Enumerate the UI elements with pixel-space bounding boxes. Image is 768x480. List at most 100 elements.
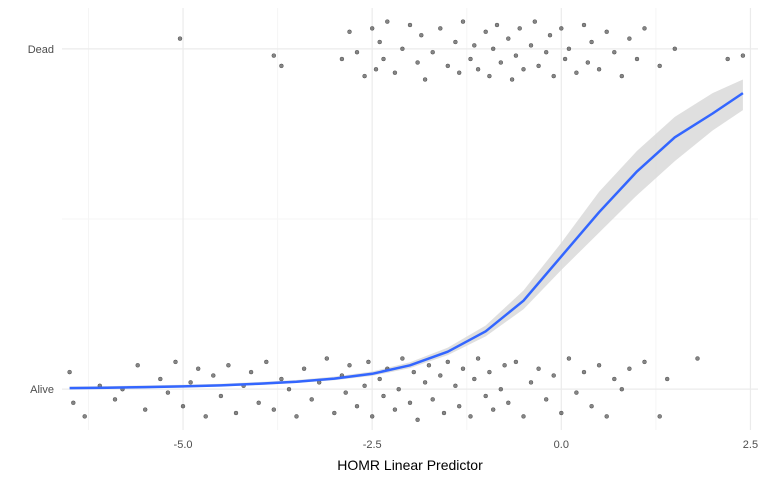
data-point-dead xyxy=(604,29,609,35)
data-point-dead xyxy=(740,53,746,58)
data-point-alive xyxy=(309,397,314,402)
data-point-alive xyxy=(574,390,579,395)
data-point-alive xyxy=(664,376,670,382)
data-point-alive xyxy=(195,366,201,371)
data-point-alive xyxy=(135,363,140,368)
data-point-alive xyxy=(642,359,647,365)
data-point-dead xyxy=(373,67,379,72)
data-point-dead xyxy=(585,60,591,65)
data-point-alive xyxy=(619,386,625,392)
x-tick-label: 0.0 xyxy=(554,439,569,451)
grid xyxy=(62,8,758,430)
data-point-alive xyxy=(362,383,367,389)
data-point-dead xyxy=(566,46,572,52)
data-point-dead xyxy=(619,73,625,79)
data-point-alive xyxy=(453,383,458,389)
y-axis-labels: Alive Dead xyxy=(28,44,54,396)
data-point-alive xyxy=(559,410,564,416)
data-point-dead xyxy=(385,19,390,24)
data-point-dead xyxy=(475,67,481,72)
data-point-dead xyxy=(377,39,382,45)
x-axis-labels: -5.0 -2.5 0.0 2.5 xyxy=(174,439,759,451)
data-point-alive xyxy=(203,414,208,419)
data-point-alive xyxy=(528,380,534,385)
data-point-dead xyxy=(271,53,277,58)
data-point-dead xyxy=(400,46,405,52)
data-point-dead xyxy=(487,73,492,79)
data-point-alive xyxy=(211,373,216,378)
x-tick-label: -5.0 xyxy=(174,439,193,451)
data-point-alive xyxy=(112,397,118,402)
data-point-alive xyxy=(294,414,299,419)
data-point-dead xyxy=(725,56,730,62)
data-point-alive xyxy=(158,376,163,382)
data-point-alive xyxy=(612,376,617,382)
data-point-alive xyxy=(513,359,519,365)
data-point-alive xyxy=(369,414,375,419)
data-point-dead xyxy=(517,26,522,31)
data-point-dead xyxy=(369,26,375,31)
data-point-dead xyxy=(521,67,526,72)
data-point-alive xyxy=(324,356,330,361)
data-point-dead xyxy=(506,36,511,41)
x-axis-title: HOMR Linear Predictor xyxy=(337,457,483,473)
data-point-dead xyxy=(574,70,579,75)
y-tick-label-alive: Alive xyxy=(30,384,54,396)
data-point-alive xyxy=(264,359,269,365)
fitted-curve-line xyxy=(69,92,744,390)
data-point-alive xyxy=(396,386,401,392)
data-point-dead xyxy=(438,26,443,31)
data-point-alive xyxy=(188,380,193,385)
data-point-alive xyxy=(536,366,541,371)
data-point-dead xyxy=(422,77,428,82)
data-point-alive xyxy=(506,400,511,406)
data-point-alive xyxy=(498,386,504,392)
data-point-dead xyxy=(490,46,496,52)
data-point-dead xyxy=(551,73,556,79)
data-point-alive xyxy=(441,410,447,416)
data-point-alive xyxy=(381,393,386,399)
data-point-dead xyxy=(430,49,435,55)
data-point-dead xyxy=(381,56,386,62)
data-point-alive xyxy=(82,414,87,419)
data-point-alive xyxy=(256,400,261,406)
data-point-alive xyxy=(438,373,443,378)
data-point-alive xyxy=(468,414,473,419)
data-point-alive xyxy=(218,393,224,399)
data-point-alive xyxy=(502,363,507,368)
y-tick-label-dead: Dead xyxy=(28,44,54,56)
data-point-alive xyxy=(271,407,277,412)
data-point-alive xyxy=(407,400,413,406)
data-point-dead xyxy=(419,32,424,38)
data-point-alive xyxy=(521,414,526,419)
data-point-dead xyxy=(177,36,183,41)
data-point-alive xyxy=(142,407,148,412)
data-point-dead xyxy=(279,63,284,69)
data-point-dead xyxy=(494,22,500,28)
data-point-dead xyxy=(445,63,451,69)
data-point-dead xyxy=(543,49,549,55)
data-point-alive xyxy=(627,366,632,371)
data-point-dead xyxy=(498,60,504,65)
data-point-dead xyxy=(483,29,488,35)
data-point-dead xyxy=(589,39,594,45)
data-point-dead xyxy=(415,60,420,65)
data-point-alive xyxy=(377,376,382,382)
data-point-dead xyxy=(453,39,458,45)
data-point-dead xyxy=(407,22,413,28)
data-point-alive xyxy=(551,373,556,378)
data-point-dead xyxy=(562,56,568,62)
data-point-alive xyxy=(392,407,398,412)
data-point-alive xyxy=(472,376,477,382)
data-point-alive xyxy=(596,363,602,368)
data-point-alive xyxy=(430,397,435,402)
data-point-dead xyxy=(547,32,553,38)
data-point-dead xyxy=(642,26,647,31)
data-point-alive xyxy=(173,359,178,365)
data-point-alive xyxy=(301,366,307,371)
data-point-alive xyxy=(589,403,594,409)
data-point-alive xyxy=(415,417,420,423)
data-point-dead xyxy=(581,22,587,28)
